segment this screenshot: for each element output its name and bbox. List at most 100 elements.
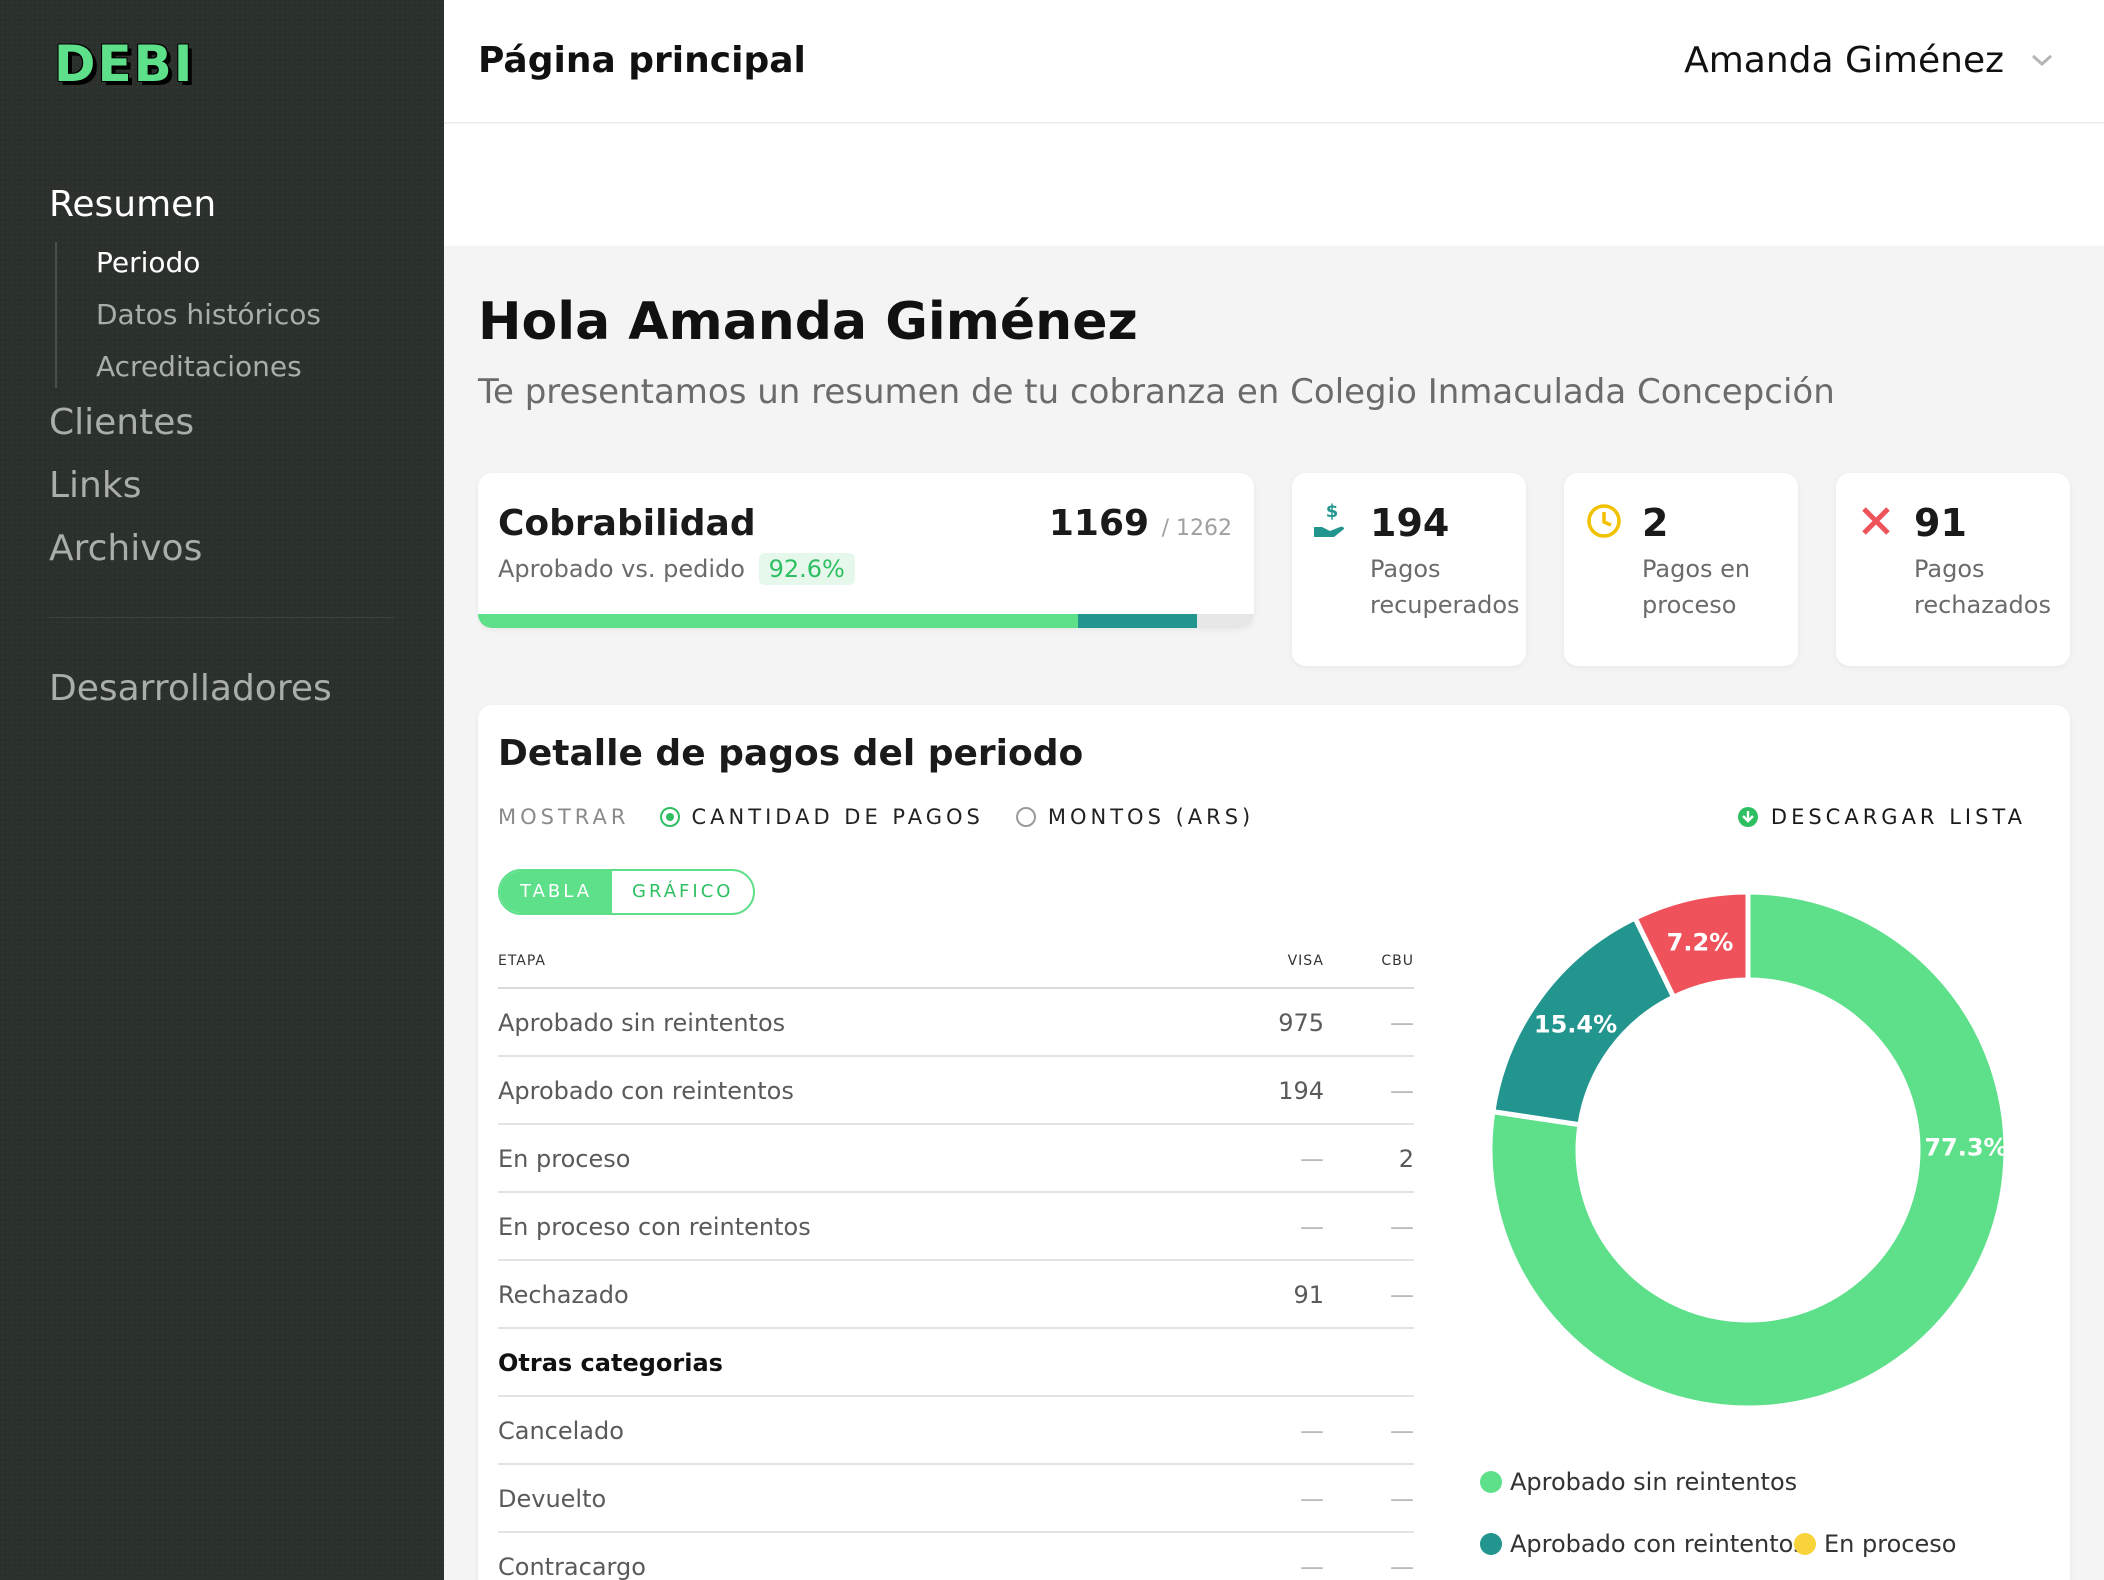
row-visa: — <box>1300 1145 1324 1173</box>
detail-card: Detalle de pagos del periodo MOSTRAR CAN… <box>478 705 2070 1580</box>
option-amount[interactable]: MONTOS (ARS) <box>1015 805 1254 829</box>
row-cbu: — <box>1390 1213 1414 1241</box>
cobrabilidad-subtitle: Aprobado vs. pedido 92.6% <box>498 553 855 585</box>
payments-table: ETAPA VISA CBU Aprobado sin reintentos 9… <box>498 933 1414 1580</box>
legend-dot <box>1480 1471 1502 1493</box>
donut-slice-label: 7.2% <box>1667 928 1734 956</box>
cobrabilidad-progress-bar <box>478 614 1254 628</box>
legend-dot <box>1480 1533 1502 1555</box>
table-row: Cancelado — — <box>498 1397 1414 1465</box>
donut-slice-label: 77.3% <box>1924 1134 2007 1162</box>
sidebar-divider <box>49 617 394 618</box>
legend-label: Aprobado sin reintentos <box>1510 1468 1798 1496</box>
row-stage: Devuelto <box>498 1485 607 1513</box>
show-controls: MOSTRAR CANTIDAD DE PAGOS MONTOS (ARS) <box>498 805 1286 829</box>
legend-dot <box>1794 1533 1816 1555</box>
table-row: En proceso con reintentos — — <box>498 1193 1414 1261</box>
sidebar-subitem-datos-historicos[interactable]: Datos históricos <box>96 298 321 331</box>
tab-chart[interactable]: GRÁFICO <box>632 881 734 902</box>
table-section-row: Otras categorias <box>498 1329 1414 1397</box>
legend-label: Aprobado con reintentos <box>1510 1530 1806 1558</box>
stat-card-recuperados: $ 194 Pagos recuperados <box>1292 473 1526 666</box>
sidebar-item-resumen[interactable]: Resumen <box>49 184 217 225</box>
row-visa: 975 <box>1278 1009 1324 1037</box>
option-count-label: CANTIDAD DE PAGOS <box>691 805 984 829</box>
sidebar-item-links[interactable]: Links <box>49 465 142 506</box>
stat-card-rechazados: 91 Pagos rechazados <box>1836 473 2070 666</box>
section-title: Otras categorias <box>498 1349 723 1377</box>
stat-value-en-proceso: 2 <box>1642 501 1669 545</box>
subnav-line <box>55 242 57 388</box>
svg-text:$: $ <box>1326 501 1339 522</box>
stat-label-en-proceso: Pagos en proceso <box>1642 555 1751 619</box>
payments-donut-chart: 77.3% 15.4% 7.2% <box>1487 889 2009 1411</box>
sidebar-subitem-acreditaciones[interactable]: Acreditaciones <box>96 350 302 383</box>
tab-table[interactable]: TABLA <box>500 871 613 913</box>
row-cbu: — <box>1390 1553 1414 1580</box>
row-cbu: — <box>1390 1077 1414 1105</box>
row-cbu: — <box>1390 1281 1414 1309</box>
x-icon <box>1862 507 1890 535</box>
row-stage: En proceso con reintentos <box>498 1213 811 1241</box>
progress-approved-with-retries <box>1077 614 1197 628</box>
approved-count: 1169 <box>1048 503 1150 544</box>
row-cbu: — <box>1390 1485 1414 1513</box>
legend-label: En proceso <box>1824 1530 1957 1558</box>
row-visa: — <box>1300 1213 1324 1241</box>
row-cbu: — <box>1390 1009 1414 1037</box>
row-stage: Contracargo <box>498 1553 646 1580</box>
donut-slice[interactable] <box>1487 889 2009 1411</box>
cobrabilidad-count: 1169 / 1262 <box>1049 503 1232 544</box>
user-menu[interactable]: Amanda Giménez <box>1684 40 2004 81</box>
option-count[interactable]: CANTIDAD DE PAGOS <box>659 805 984 829</box>
page-title: Página principal <box>478 40 806 81</box>
detail-title: Detalle de pagos del periodo <box>498 733 1084 774</box>
chevron-down-icon[interactable] <box>2030 52 2054 68</box>
donut-slice[interactable] <box>1631 889 1751 1001</box>
table-row: En proceso — 2 <box>498 1125 1414 1193</box>
donut-slice-label: 15.4% <box>1534 1010 1617 1038</box>
radio-amount[interactable] <box>1015 807 1036 827</box>
cobrabilidad-title: Cobrabilidad <box>498 503 756 544</box>
radio-count[interactable] <box>659 807 680 827</box>
sidebar-item-clientes[interactable]: Clientes <box>49 402 195 443</box>
download-icon <box>1737 807 1758 827</box>
table-row: Aprobado con reintentos 194 — <box>498 1057 1414 1125</box>
row-stage: Cancelado <box>498 1417 624 1445</box>
cobrabilidad-subtitle-text: Aprobado vs. pedido <box>498 555 745 583</box>
stat-label-rechazados: Pagos rechazados <box>1914 555 2051 619</box>
subheader-bar <box>444 124 2104 246</box>
row-cbu: — <box>1390 1417 1414 1445</box>
sidebar-subitem-periodo[interactable]: Periodo <box>96 246 201 279</box>
row-visa: — <box>1300 1553 1324 1580</box>
stat-value-rechazados: 91 <box>1914 501 1967 545</box>
stat-label-recuperados: Pagos recuperados <box>1370 555 1520 619</box>
stat-value-recuperados: 194 <box>1370 501 1450 545</box>
legend-item: Aprobado con reintentos <box>1480 1530 1806 1558</box>
top-header: Página principal Amanda Giménez <box>444 0 2104 123</box>
row-visa: — <box>1300 1485 1324 1513</box>
legend-item: En proceso <box>1794 1530 1956 1558</box>
row-visa: — <box>1300 1417 1324 1445</box>
cobrabilidad-card: Cobrabilidad Aprobado vs. pedido 92.6% 1… <box>478 473 1254 628</box>
table-row: Rechazado 91 — <box>498 1261 1414 1329</box>
legend-item: Aprobado sin reintentos <box>1480 1468 1797 1496</box>
view-toggle: TABLA GRÁFICO <box>498 869 756 915</box>
table-row: Devuelto — — <box>498 1465 1414 1533</box>
table-row: Aprobado sin reintentos 975 — <box>498 989 1414 1057</box>
show-label: MOSTRAR <box>498 805 630 829</box>
clock-icon <box>1587 504 1621 538</box>
sidebar-item-archivos[interactable]: Archivos <box>49 528 203 569</box>
row-visa: 91 <box>1293 1281 1324 1309</box>
sidebar-item-desarrolladores[interactable]: Desarrolladores <box>49 668 332 709</box>
hand-dollar-icon: $ <box>1314 501 1344 537</box>
row-visa: 194 <box>1278 1077 1324 1105</box>
table-header: ETAPA VISA CBU <box>498 933 1414 989</box>
sidebar: DEBI Resumen Periodo Datos históricos Ac… <box>0 0 444 1580</box>
header-cbu: CBU <box>1381 953 1414 969</box>
debi-logo[interactable]: DEBI <box>54 35 195 93</box>
header-visa: VISA <box>1287 953 1324 969</box>
greeting-title: Hola Amanda Giménez <box>478 292 1138 352</box>
download-list-button[interactable]: DESCARGAR LISTA <box>1737 805 2026 829</box>
table-row: Contracargo — — <box>498 1533 1414 1580</box>
